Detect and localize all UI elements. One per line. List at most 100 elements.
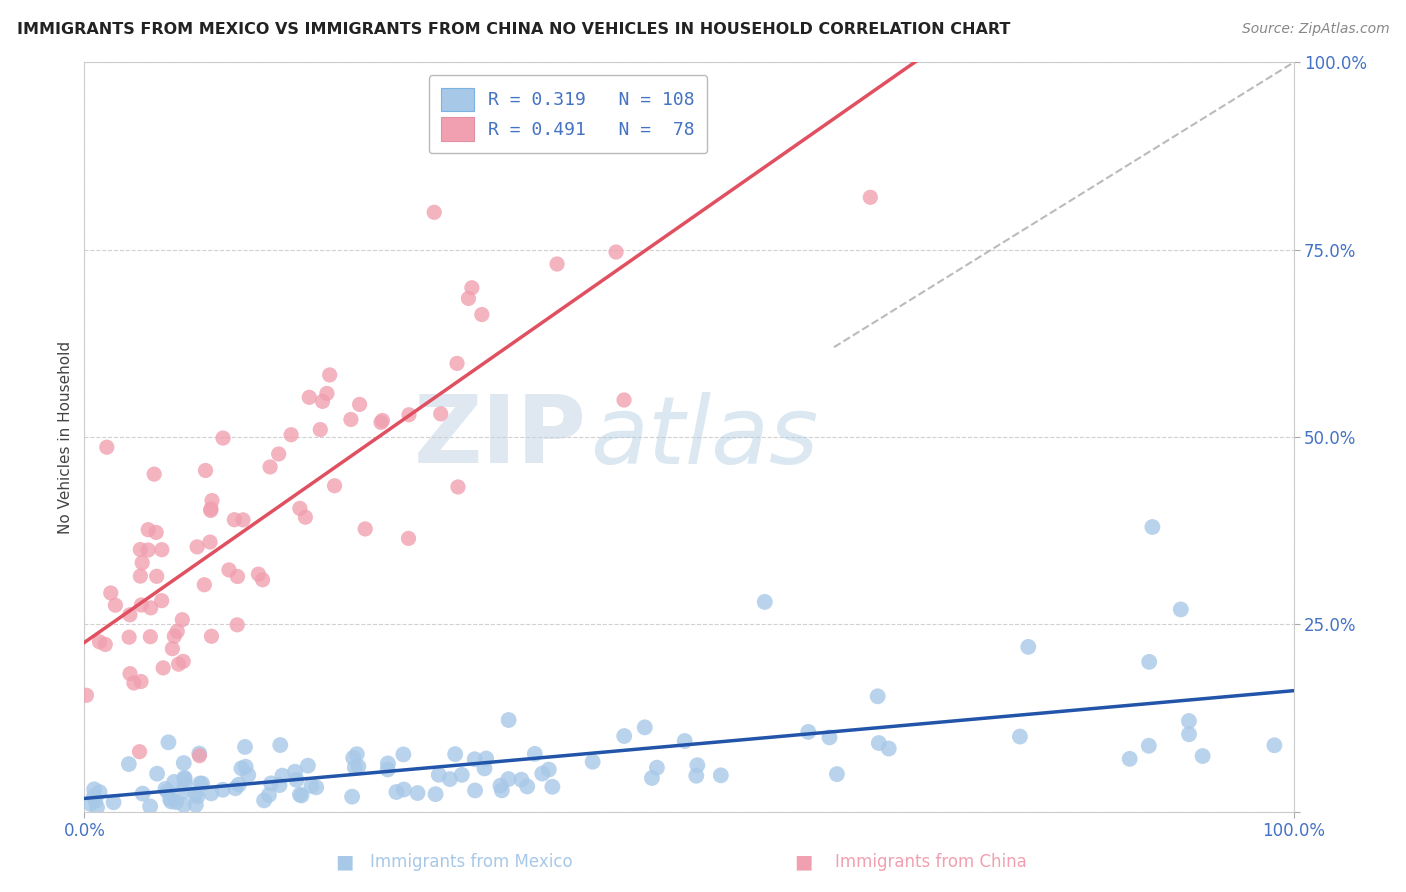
- Point: [1137, 739, 1160, 753]
- Point: [464, 752, 486, 766]
- Point: [94, 637, 117, 651]
- Point: [172, 654, 194, 668]
- Point: [136, 523, 159, 537]
- Point: [172, 613, 194, 627]
- Point: [145, 569, 167, 583]
- Text: atlas: atlas: [589, 392, 818, 483]
- Point: [173, 756, 195, 770]
- Point: [634, 720, 657, 734]
- Point: [754, 595, 776, 609]
- Point: [83, 789, 105, 804]
- Point: [129, 542, 152, 557]
- Point: [235, 760, 257, 774]
- Point: [498, 772, 520, 786]
- Point: [423, 205, 446, 219]
- Point: [294, 510, 316, 524]
- Point: [471, 308, 494, 322]
- Point: [267, 447, 290, 461]
- Point: [868, 736, 890, 750]
- Point: [198, 535, 221, 549]
- Point: [290, 789, 312, 803]
- Point: [309, 423, 332, 437]
- Point: [510, 772, 533, 787]
- Point: [257, 788, 280, 802]
- Point: [447, 480, 470, 494]
- Point: [104, 598, 127, 612]
- Point: [231, 761, 253, 775]
- Point: [1191, 749, 1213, 764]
- Point: [75, 688, 97, 702]
- Point: [260, 776, 283, 790]
- Point: [825, 767, 848, 781]
- Point: [537, 763, 560, 777]
- Point: [446, 356, 468, 370]
- Text: ZIP: ZIP: [413, 391, 586, 483]
- Point: [131, 598, 153, 612]
- Point: [173, 777, 195, 791]
- Point: [284, 764, 307, 779]
- Point: [461, 281, 484, 295]
- Point: [139, 799, 162, 814]
- Point: [371, 413, 394, 427]
- Point: [172, 785, 194, 799]
- Point: [269, 738, 291, 752]
- Point: [129, 569, 152, 583]
- Point: [118, 666, 141, 681]
- Point: [165, 795, 187, 809]
- Point: [866, 690, 889, 704]
- Point: [188, 747, 211, 761]
- Point: [685, 769, 707, 783]
- Point: [162, 641, 184, 656]
- Point: [253, 793, 276, 807]
- Point: [173, 771, 195, 785]
- Point: [186, 540, 208, 554]
- Point: [582, 755, 605, 769]
- Point: [516, 780, 538, 794]
- Text: Immigrants from China: Immigrants from China: [835, 853, 1026, 871]
- Point: [288, 788, 311, 802]
- Point: [184, 797, 207, 812]
- Point: [316, 386, 339, 401]
- Point: [131, 556, 153, 570]
- Point: [271, 769, 294, 783]
- Point: [475, 751, 498, 765]
- Point: [797, 725, 820, 739]
- Point: [83, 782, 105, 797]
- Point: [1263, 739, 1285, 753]
- Point: [311, 394, 333, 409]
- Point: [464, 783, 486, 797]
- Point: [89, 635, 111, 649]
- Point: [247, 567, 270, 582]
- Point: [673, 734, 696, 748]
- Point: [349, 397, 371, 411]
- Point: [200, 786, 222, 800]
- Legend: R = 0.319   N = 108, R = 0.491   N =  78: R = 0.319 N = 108, R = 0.491 N = 78: [429, 75, 707, 153]
- Point: [118, 757, 141, 772]
- Point: [686, 758, 709, 772]
- Point: [259, 459, 281, 474]
- Point: [159, 792, 181, 806]
- Point: [347, 759, 370, 773]
- Point: [166, 624, 188, 639]
- Point: [299, 779, 322, 793]
- Point: [340, 412, 363, 426]
- Point: [163, 775, 186, 789]
- Point: [146, 766, 169, 780]
- Point: [450, 768, 472, 782]
- Point: [89, 785, 111, 799]
- Point: [343, 760, 366, 774]
- Point: [86, 800, 108, 814]
- Point: [139, 630, 162, 644]
- Point: [218, 563, 240, 577]
- Point: [457, 292, 479, 306]
- Point: [491, 783, 513, 797]
- Point: [288, 501, 311, 516]
- Point: [346, 747, 368, 761]
- Point: [96, 440, 118, 454]
- Point: [392, 747, 415, 762]
- Point: [143, 467, 166, 482]
- Point: [252, 573, 274, 587]
- Point: [444, 747, 467, 761]
- Point: [354, 522, 377, 536]
- Point: [613, 729, 636, 743]
